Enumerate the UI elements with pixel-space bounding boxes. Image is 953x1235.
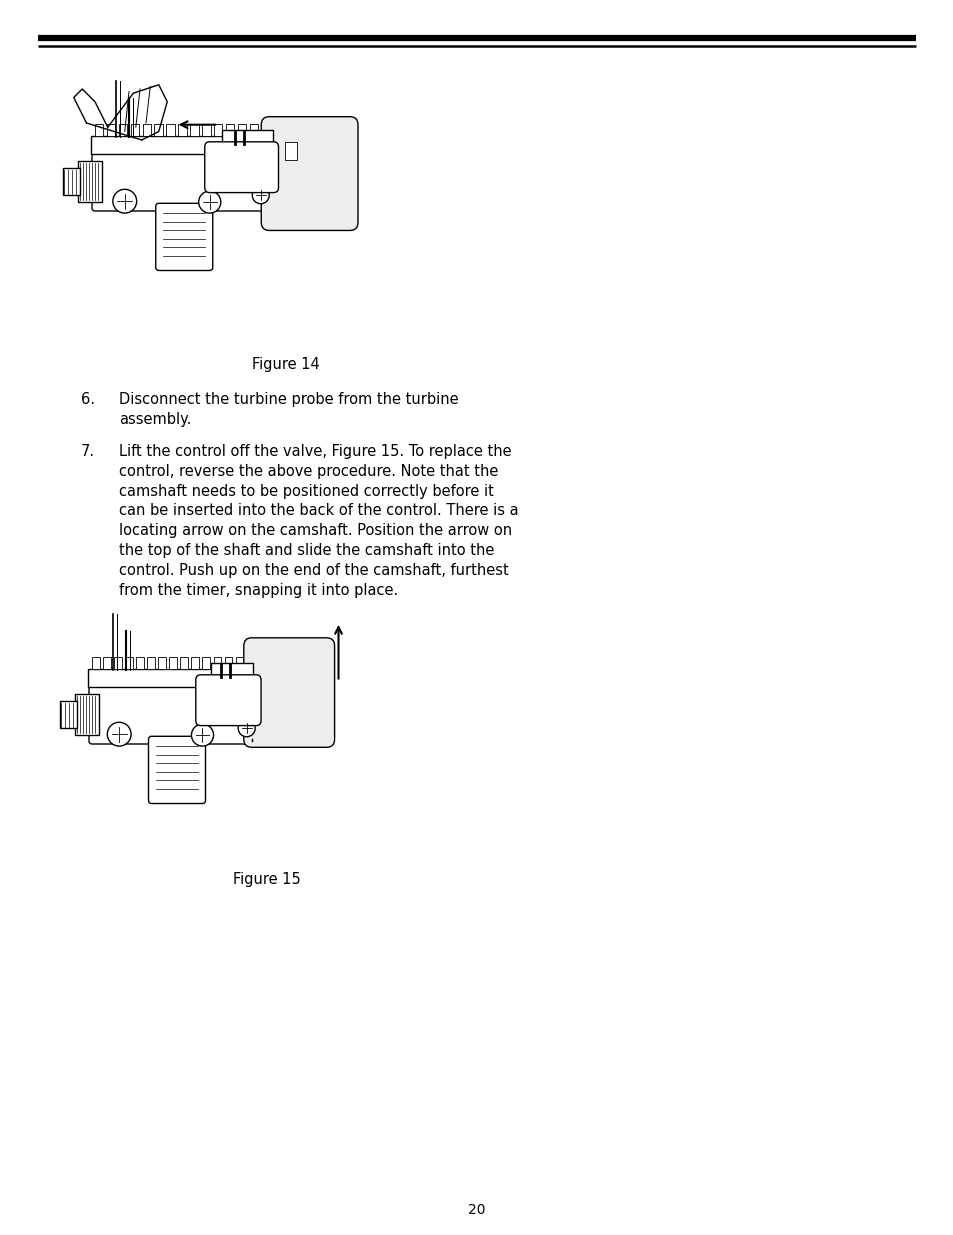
Bar <box>107 124 115 136</box>
FancyBboxPatch shape <box>149 736 205 804</box>
Text: Figure 14: Figure 14 <box>252 357 320 372</box>
Bar <box>63 168 80 195</box>
Text: Figure 15: Figure 15 <box>233 872 301 887</box>
FancyBboxPatch shape <box>91 149 285 211</box>
Circle shape <box>198 191 220 214</box>
Bar <box>170 657 177 668</box>
Bar <box>202 657 210 668</box>
Bar <box>88 668 262 688</box>
Bar <box>166 124 174 136</box>
FancyBboxPatch shape <box>89 683 265 743</box>
Circle shape <box>238 720 255 737</box>
FancyBboxPatch shape <box>195 674 261 726</box>
Bar <box>91 136 274 154</box>
FancyBboxPatch shape <box>244 637 335 747</box>
Bar <box>103 657 111 668</box>
Bar <box>224 657 232 668</box>
Bar <box>226 124 234 136</box>
Bar <box>284 142 297 161</box>
Bar <box>190 124 198 136</box>
Bar <box>142 124 151 136</box>
Circle shape <box>192 724 213 746</box>
Bar <box>78 162 102 203</box>
Bar <box>91 657 99 668</box>
Bar <box>95 124 103 136</box>
FancyBboxPatch shape <box>155 204 213 270</box>
Text: 7.: 7. <box>81 445 95 459</box>
Bar <box>250 124 258 136</box>
Circle shape <box>112 189 136 214</box>
Bar <box>131 124 139 136</box>
Bar <box>60 701 76 729</box>
Text: 6.: 6. <box>81 391 95 408</box>
Bar <box>125 657 132 668</box>
Bar <box>114 657 122 668</box>
Text: Disconnect the turbine probe from the turbine
assembly.: Disconnect the turbine probe from the tu… <box>119 391 458 427</box>
Bar <box>192 657 199 668</box>
Text: Lift the control off the valve, Figure 15. To replace the
control, reverse the a: Lift the control off the valve, Figure 1… <box>119 445 518 598</box>
Bar <box>237 124 246 136</box>
FancyBboxPatch shape <box>261 116 357 231</box>
FancyBboxPatch shape <box>205 142 278 193</box>
Bar <box>154 124 163 136</box>
Circle shape <box>107 722 131 746</box>
Bar <box>158 657 166 668</box>
Bar <box>147 657 154 668</box>
Bar <box>180 657 188 668</box>
Circle shape <box>252 186 269 204</box>
Bar <box>202 124 211 136</box>
Bar <box>119 124 127 136</box>
Bar <box>75 694 99 735</box>
Bar <box>222 130 274 144</box>
Bar <box>213 657 221 668</box>
Text: 20: 20 <box>468 1203 485 1216</box>
Bar <box>136 657 144 668</box>
Bar <box>213 124 222 136</box>
Bar <box>235 657 243 668</box>
Bar <box>211 663 253 678</box>
Bar <box>178 124 187 136</box>
